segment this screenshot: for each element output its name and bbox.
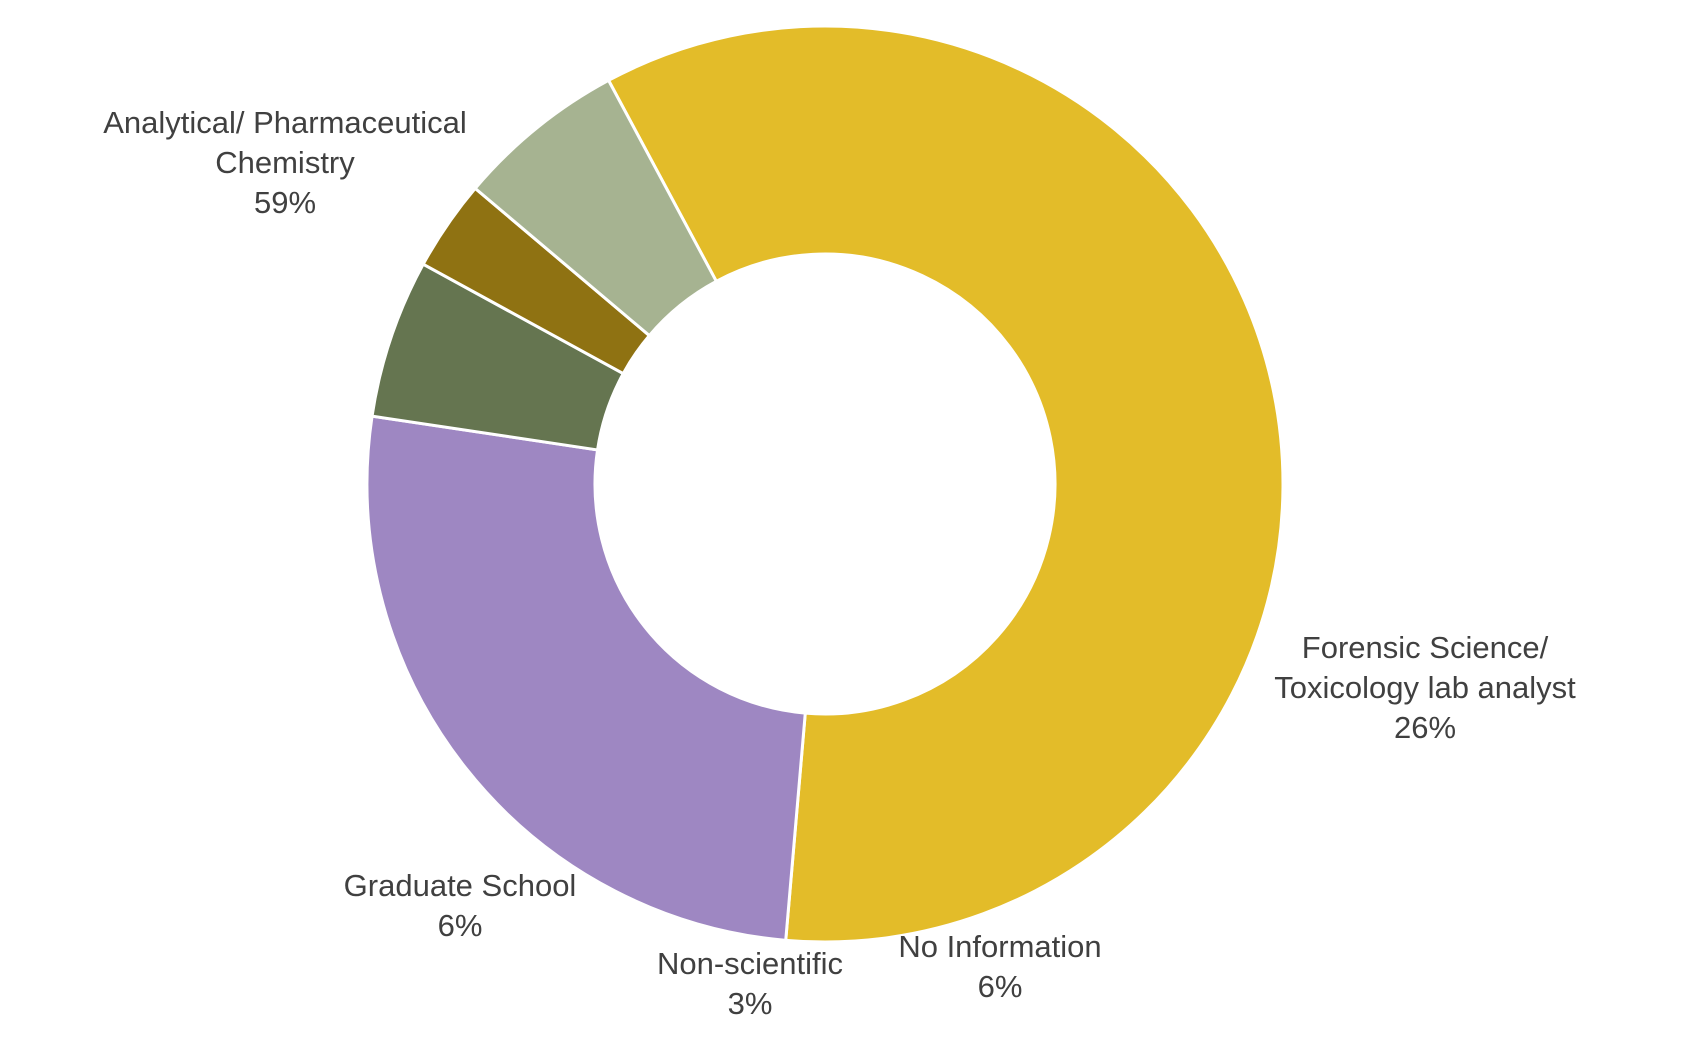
slice-percent-label: 6% bbox=[438, 908, 483, 943]
slice-category-label: No Information bbox=[898, 929, 1101, 964]
donut-slice-1 bbox=[607, 24, 1285, 944]
slice-label-3: No Information 6% bbox=[898, 929, 1101, 1004]
donut-slice-2 bbox=[365, 414, 807, 942]
donut-slice-5 bbox=[473, 78, 718, 338]
slices-layer bbox=[365, 24, 1285, 944]
slice-percent-label: 59% bbox=[254, 185, 316, 220]
labels-layer: Analytical/ Pharmaceutical Chemistry 59% Fo… bbox=[103, 105, 1576, 1021]
slice-percent-label: 3% bbox=[728, 986, 773, 1021]
slice-category-label: Toxicology lab analyst bbox=[1274, 670, 1576, 705]
slice-category-label: Graduate School bbox=[344, 868, 577, 903]
slice-label-1: Analytical/ Pharmaceutical Chemistry 59% bbox=[103, 105, 467, 220]
slice-category-label: Non-scientific bbox=[657, 946, 843, 981]
slice-category-label: Analytical/ Pharmaceutical bbox=[103, 105, 467, 140]
slice-percent-label: 26% bbox=[1394, 710, 1456, 745]
slice-category-label: Forensic Science/ bbox=[1302, 630, 1549, 665]
slice-percent-label: 6% bbox=[978, 969, 1023, 1004]
slice-category-label: Chemistry bbox=[215, 145, 355, 180]
slice-label-4: Non-scientific 3% bbox=[657, 946, 843, 1021]
slice-label-5: Graduate School 6% bbox=[344, 868, 577, 943]
slice-label-2: Forensic Science/Toxicology lab analyst 2… bbox=[1274, 630, 1576, 745]
